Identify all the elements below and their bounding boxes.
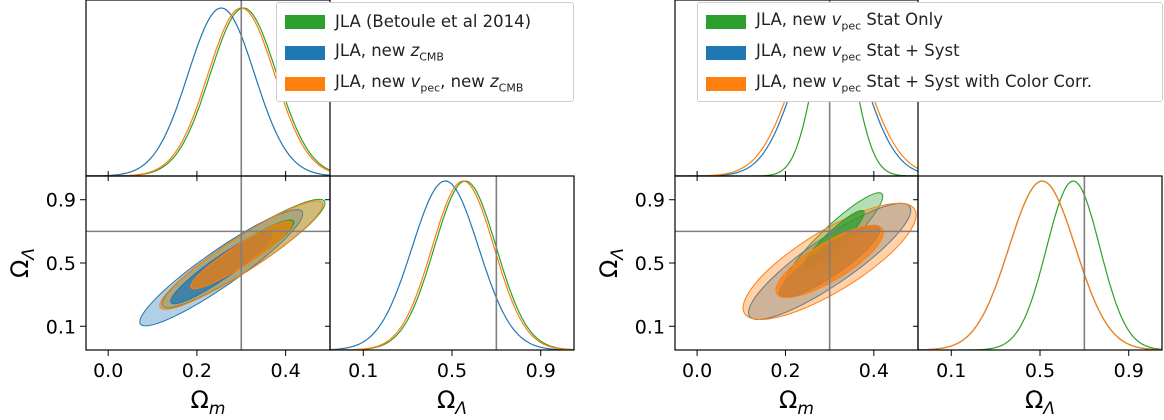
legend-entry: JLA, new vpec, new zCMB [285,68,565,99]
x-tick-label: 0.2 [770,360,800,382]
legend-label-part: JLA (Betoule et al 2014) [335,12,532,31]
x-tick-label-right: 0.1 [348,360,378,382]
contour-panel [675,176,918,350]
legend-swatch-orange [706,76,746,91]
legend-label-part: v [831,72,842,92]
x-tick-label: 0.0 [93,360,123,382]
y-tick-label: 0.9 [46,190,76,212]
legend-label-part: JLA, new [756,10,832,30]
legend-label: JLA (Betoule et al 2014) [335,12,531,31]
marginal-curve-orange [330,180,574,350]
legend-label-part: pec [420,81,441,95]
y-tick-label: 0.5 [46,253,76,275]
marginal-curve-green [918,180,1162,350]
marginal-omega-lambda [918,176,1162,350]
legend-entry: JLA, new vpec Stat + Syst [706,37,1154,68]
x-tick-label-right: 0.1 [936,360,966,382]
x-tick-label-right: 0.5 [437,360,467,382]
y-tick-label: 0.1 [46,316,76,338]
y-tick-label: 0.5 [635,253,665,275]
legend-entry: JLA, new vpec Stat + Syst with Color Cor… [706,68,1154,99]
legend-label-part: pec [841,19,862,33]
legend-label-part: CMB [419,50,444,64]
marginal-curve-green [330,180,574,350]
legend-entry: JLA, new zCMB [285,37,565,68]
y-axis-label-omega-lambda: ΩΛ [6,248,39,278]
legend-label-part: JLA, new [756,72,832,92]
y-tick-label: 0.9 [635,190,665,212]
x-axis-label-omega-m: Ωm [191,386,226,419]
legend-swatch-orange [285,76,325,91]
legend-label-part: JLA, new [756,41,832,61]
marginal-curve-blue [330,180,574,350]
x-tick-label: 0.4 [271,360,301,382]
legend-label-part: Stat Only [861,10,943,30]
marginal-curve-green [675,7,918,176]
legend-label-part: v [410,72,421,92]
x-tick-label: 0.2 [182,360,212,382]
legend-label-part: v [831,41,842,61]
legend-label-part: JLA, new [335,41,411,61]
legend-label-part: z [410,41,420,61]
legend-label-part: pec [841,50,862,64]
legend-label-part: pec [841,81,862,95]
marginal-omega-lambda [330,176,574,350]
legend-label: JLA, new vpec, new zCMB [335,72,523,94]
legend-label-part: CMB [498,81,524,95]
legend-label-part: Stat + Syst with Color Corr. [861,72,1092,92]
x-tick-label-right: 0.9 [526,360,556,382]
marginal-curve-orange [918,180,1162,350]
x-axis-label-omega-m: Ωm [779,386,814,419]
legend-label-part: JLA, new [335,72,411,92]
x-tick-label-right: 0.5 [1025,360,1055,382]
x-tick-label: 0.4 [859,360,889,382]
legend-label: JLA, new vpec Stat Only [756,10,943,32]
legend-label-part: v [831,10,842,30]
corner-plot-0: 0.0 0.2 0.4 0.1 0.1 0.5 0.5 0.9 0.9 Ωm ΩΛ ΩΛ [6,0,575,419]
legend-entry: JLA, new vpec Stat Only [706,6,1154,37]
x-tick-label: 0.0 [682,360,712,382]
legend-entry: JLA (Betoule et al 2014) [285,6,565,37]
legend-left: JLA (Betoule et al 2014) JLA, new zCMB JLA… [276,2,574,102]
contour-panel [86,176,330,350]
legend-label-part: z [490,72,499,92]
corner-plot-1: 0.0 0.2 0.4 0.1 0.1 0.5 0.5 0.9 0.9 Ωm ΩΛ ΩΛ [595,0,1163,419]
legend-label-part: , new [440,72,490,92]
x-tick-label-right: 0.9 [1114,360,1144,382]
legend-label: JLA, new vpec Stat + Syst [756,41,960,63]
legend-label-part: Stat + Syst [861,41,960,61]
legend-label: JLA, new vpec Stat + Syst with Color Cor… [756,72,1092,94]
legend-swatch-blue [706,45,746,60]
legend-swatch-green [706,14,746,29]
x-axis-label-omega-lambda: ΩΛ [437,386,467,419]
y-axis-label-omega-lambda: ΩΛ [595,248,628,278]
legend-swatch-green [285,14,325,29]
y-tick-label: 0.1 [635,316,665,338]
legend-right: JLA, new vpec Stat Only JLA, new vpec Sta… [697,2,1163,102]
x-axis-label-omega-lambda: ΩΛ [1025,386,1055,419]
legend-label: JLA, new zCMB [335,41,444,63]
marginal-curve-blue [86,7,330,176]
panel-frame-ml [329,175,575,351]
legend-swatch-blue [285,45,325,60]
